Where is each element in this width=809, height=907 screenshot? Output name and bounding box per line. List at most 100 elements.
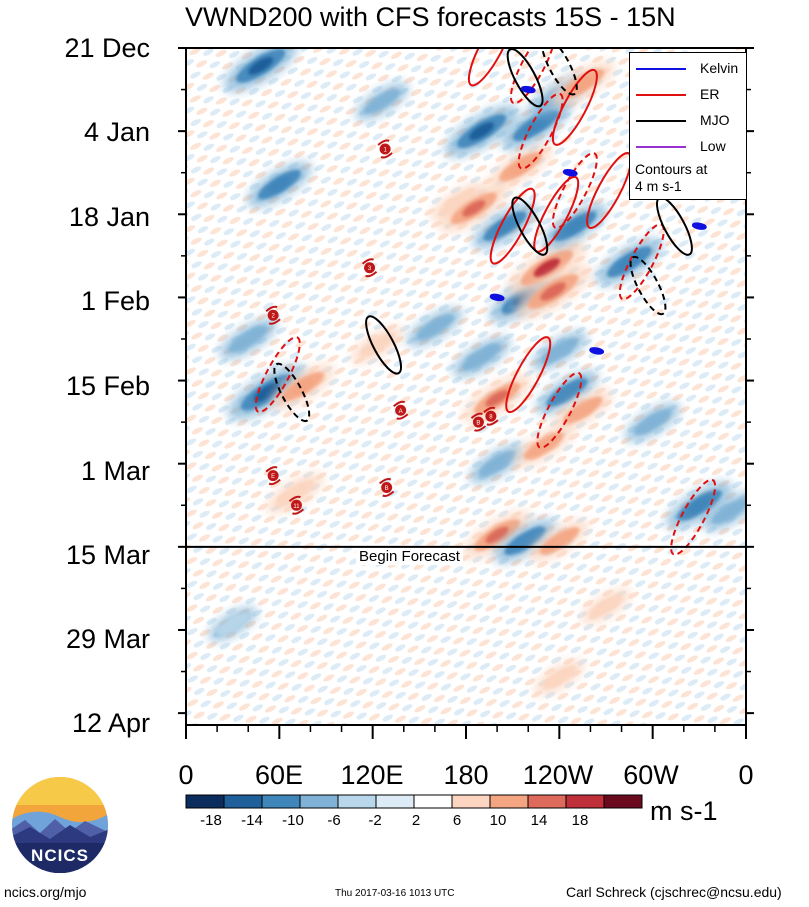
- colorbar: [185, 794, 643, 809]
- x-tick-label: 180: [443, 760, 489, 790]
- anomaly-blob: [493, 518, 557, 563]
- legend-contour-note: Contours at 4 m s-1: [635, 161, 707, 195]
- x-tick-label: 120E: [340, 760, 404, 790]
- legend-swatch: [636, 68, 686, 70]
- wave-contour-kelvin: [562, 168, 578, 177]
- colorbar-tick-label: -18: [200, 812, 222, 829]
- anomaly-blob: [580, 588, 632, 625]
- anomaly-blob: [444, 105, 519, 158]
- storm-markers: 1 3 2 A B 8 E B 11: [265, 139, 499, 515]
- y-tick-label: 15 Feb: [65, 371, 150, 401]
- anomaly-blob: [270, 363, 336, 410]
- colorbar-tick-label: -6: [327, 812, 341, 829]
- anomaly-blob: [702, 491, 746, 531]
- colorbar-tick-label: -14: [241, 812, 263, 829]
- chart-title: VWND200 with CFS forecasts 15S - 15N: [185, 2, 676, 32]
- wave-contour-er: [467, 48, 514, 87]
- storm-label: 11: [293, 504, 300, 510]
- storm-marker: 2: [265, 305, 281, 325]
- y-tick-label: 4 Jan: [83, 117, 150, 147]
- y-tick-label: 21 Dec: [64, 33, 150, 63]
- legend: Kelvin ER MJO Low Contours at 4 m s-1: [629, 52, 747, 200]
- anomaly-blob: [452, 336, 511, 378]
- legend-label: Kelvin: [700, 60, 739, 76]
- colorbar-segment: [603, 794, 643, 809]
- y-tick-label: 12 Apr: [71, 708, 150, 738]
- y-tick-label: 29 Mar: [65, 624, 150, 654]
- wave-contour-mjo: [511, 196, 549, 256]
- anomaly-field: [208, 48, 746, 696]
- x-tick-label: 0: [178, 760, 194, 790]
- legend-item-kelvin: Kelvin: [630, 59, 746, 79]
- footer-timestamp: Thu 2017-03-16 1013 UTC: [335, 888, 455, 899]
- colorbar-segment: [185, 794, 225, 809]
- storm-marker: 1: [377, 139, 393, 159]
- storm-marker: 3: [361, 258, 378, 278]
- colorbar-unit: m s-1: [650, 796, 718, 826]
- wave-contour-kelvin: [589, 347, 605, 355]
- wave-contour-kelvin: [520, 85, 536, 94]
- colorbar-tick-label: 18: [571, 812, 589, 829]
- anomaly-blob: [355, 82, 409, 121]
- anomaly-blob: [439, 183, 509, 233]
- legend-swatch: [636, 120, 686, 122]
- legend-note-line: 4 m s-1: [635, 178, 682, 194]
- storm-marker: B: [470, 412, 487, 432]
- legend-item-mjo: MJO: [630, 111, 746, 131]
- storm-label: 2: [271, 314, 275, 320]
- wave-contour-er: [254, 336, 301, 414]
- wave-contour-er: [517, 92, 564, 170]
- wave-contour-mjo: [273, 362, 311, 423]
- anomaly-blob: [266, 472, 324, 514]
- legend-swatch: [636, 146, 686, 148]
- storm-label: 1: [383, 147, 387, 153]
- y-tick-label: 1 Mar: [80, 456, 150, 486]
- colorbar-segment: [337, 794, 377, 809]
- anomaly-blob: [208, 606, 257, 642]
- colorbar-tick-label: 2: [411, 812, 421, 829]
- wave-contour-er: [509, 48, 556, 105]
- storm-label: B: [476, 421, 480, 427]
- legend-item-low: Low: [630, 137, 746, 157]
- anomaly-blob: [223, 48, 298, 92]
- x-tick-label: 60W: [623, 760, 679, 790]
- wave-contour-er: [489, 187, 536, 265]
- wave-contour-er: [670, 478, 717, 556]
- colorbar-segment: [223, 794, 263, 809]
- anomaly-blob: [533, 659, 585, 696]
- footer-author: Carl Schreck (cjschrec@ncsu.edu): [566, 884, 782, 900]
- wave-contour-er: [505, 336, 552, 414]
- colorbar-tick-label: 6: [452, 812, 462, 829]
- storm-label: 8: [489, 415, 493, 421]
- anomaly-blob: [407, 307, 463, 347]
- y-tick-label: 1 Feb: [80, 286, 150, 316]
- wave-contour-mjo: [365, 315, 402, 375]
- storm-marker: E: [265, 466, 281, 486]
- footer-website: ncics.org/mjo: [4, 884, 87, 900]
- anomaly-blob: [219, 318, 278, 360]
- storm-marker: A: [393, 400, 409, 420]
- anomaly-blob: [552, 389, 613, 432]
- colorbar-tick-label: 10: [489, 812, 507, 829]
- wave-contour-kelvin: [489, 293, 505, 302]
- legend-label: Low: [700, 138, 726, 154]
- colorbar-tick-label: 14: [530, 812, 548, 829]
- anomaly-blob: [507, 240, 587, 296]
- anomaly-blob: [227, 364, 307, 421]
- anomaly-blob: [624, 402, 681, 442]
- colorbar-segment: [565, 794, 605, 809]
- storm-label: E: [271, 474, 275, 480]
- storm-marker: 8: [483, 406, 499, 426]
- x-tick-label: 0: [738, 760, 754, 790]
- anomaly-blob: [514, 264, 592, 319]
- wave-contour-mjo: [629, 255, 667, 316]
- y-tick-label: 18 Jan: [68, 202, 150, 232]
- anomaly-blob: [246, 161, 312, 208]
- ncics-logo: [12, 777, 108, 873]
- wave-contour-mjo: [506, 48, 544, 108]
- anomaly-blob: [665, 481, 733, 529]
- colorbar-tick-label: -10: [282, 812, 304, 829]
- wave-contour-kelvin: [691, 222, 707, 230]
- colorbar-segment: [299, 794, 339, 809]
- legend-swatch: [636, 94, 686, 96]
